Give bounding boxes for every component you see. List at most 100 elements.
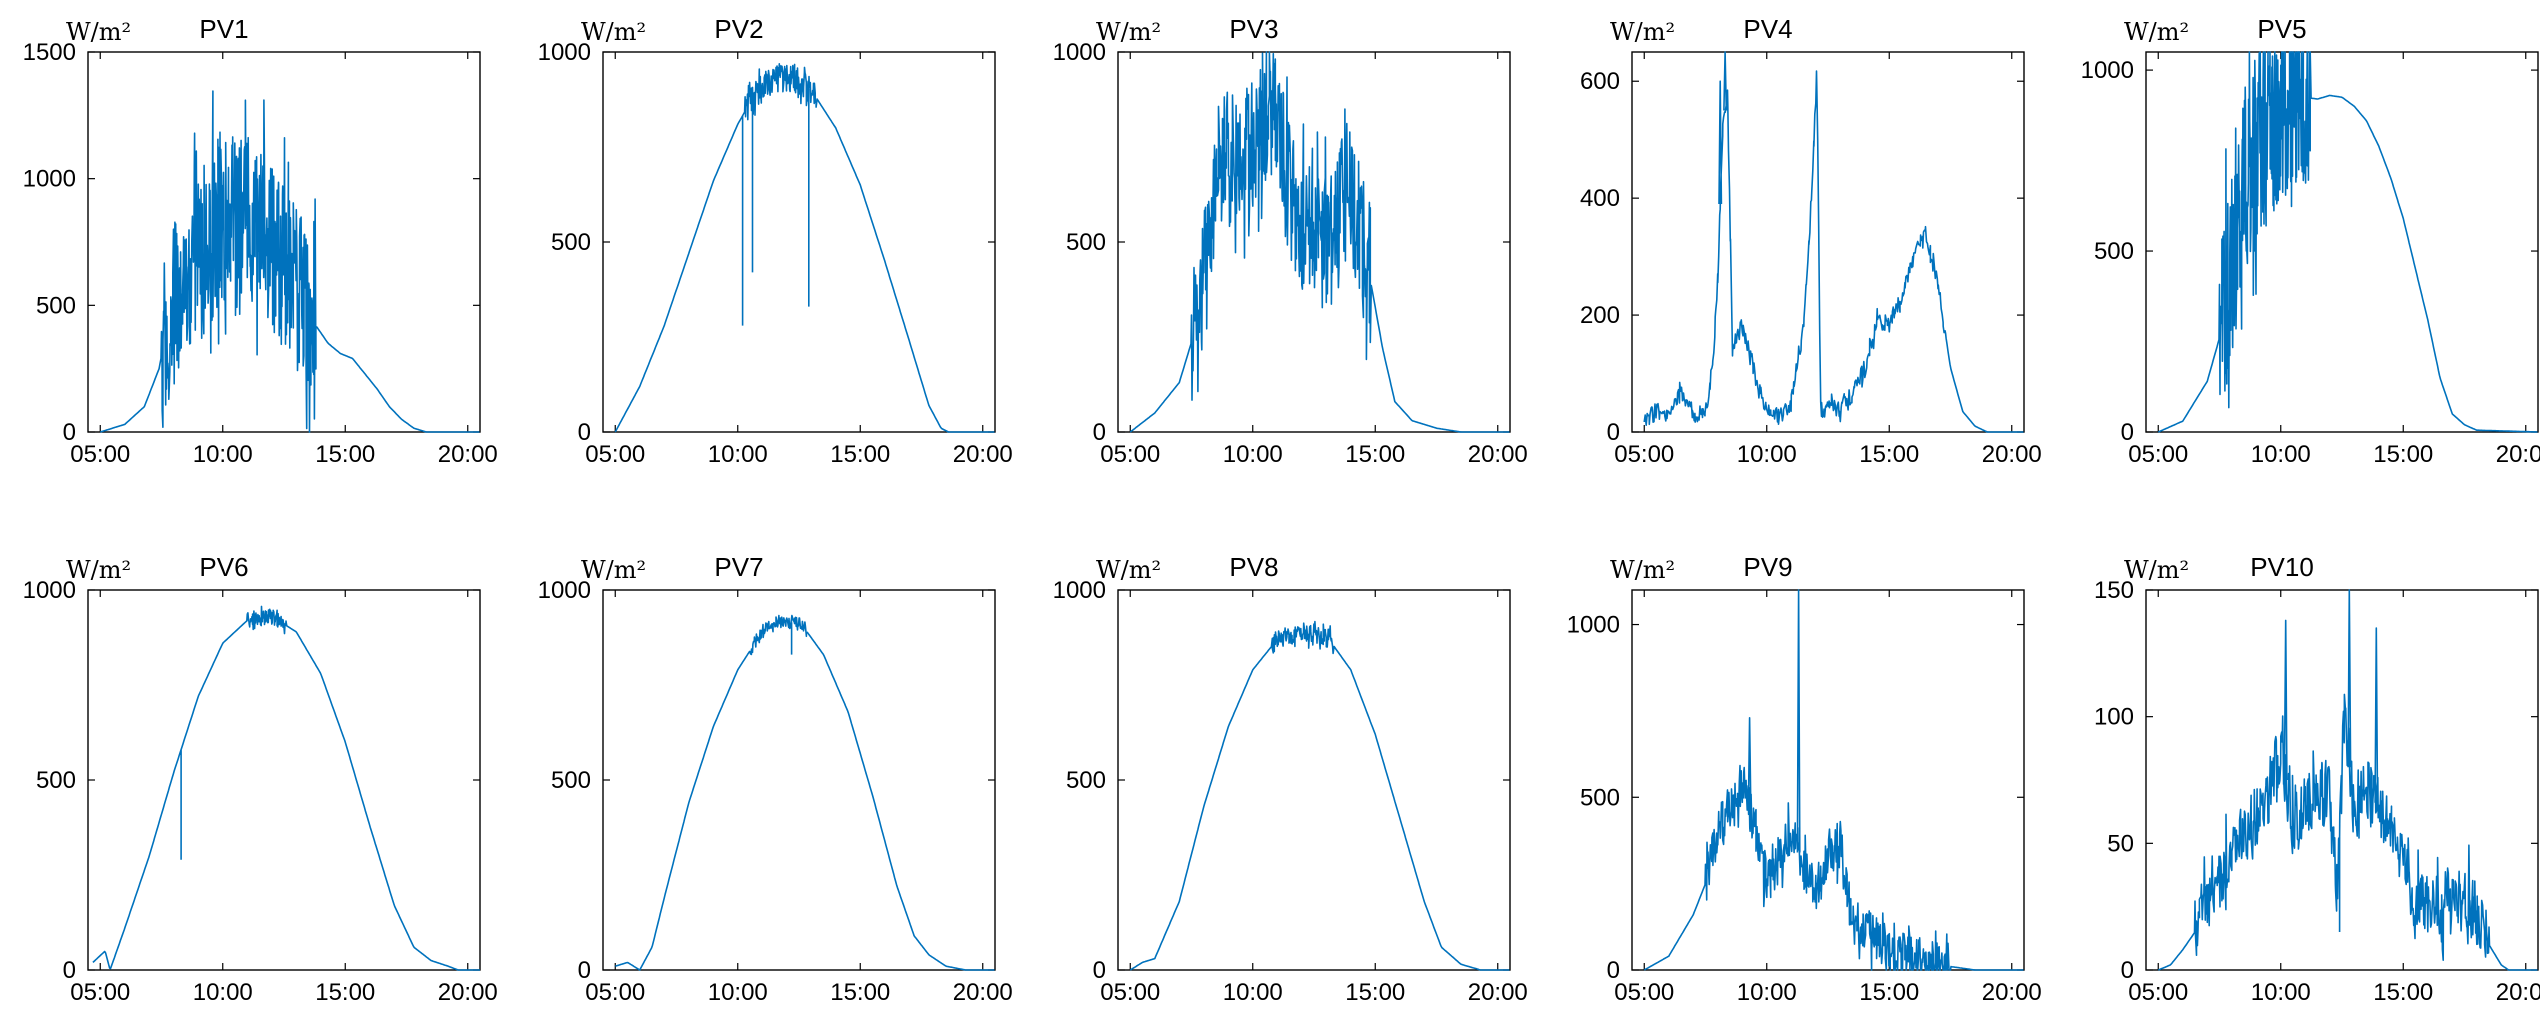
y-tick-label: 500 [551, 229, 591, 256]
y-tick-label: 500 [1066, 229, 1106, 256]
axes-box [2145, 51, 2539, 433]
series-line-pv2 [614, 63, 995, 433]
x-tick-label: 20:00 [2496, 979, 2540, 1006]
y-tick-label: 0 [2121, 957, 2134, 984]
y-tick-label: 1000 [538, 577, 591, 604]
y-tick-label: 1000 [1053, 39, 1106, 66]
x-tick-label: 15:00 [1859, 441, 1919, 468]
axes-box [87, 51, 481, 433]
x-tick-label: 20:00 [1982, 441, 2042, 468]
x-tick-label: 05:00 [2128, 441, 2188, 468]
x-tick-label: 10:00 [2251, 979, 2311, 1006]
panel-pv6: PV6 W/m² 05:00 10:00 15:00 20:00 0 500 1000 [23, 552, 498, 1006]
x-tick-label: 20:00 [1982, 979, 2042, 1006]
x-tick-label: 15:00 [2373, 441, 2433, 468]
chart-title: PV8 [1229, 552, 1278, 582]
chart-title: PV5 [2257, 14, 2306, 44]
axes-box [1631, 51, 2025, 433]
y-tick-label: 1000 [1053, 577, 1106, 604]
chart-title: PV6 [199, 552, 248, 582]
x-tick-label: 10:00 [193, 441, 253, 468]
x-tick-label: 20:00 [438, 979, 498, 1006]
y-tick-label: 50 [2107, 830, 2134, 857]
chart-title: PV4 [1743, 14, 1792, 44]
x-tick-label: 15:00 [2373, 979, 2433, 1006]
x-tick-label: 10:00 [708, 979, 768, 1006]
axes-box [1631, 589, 2025, 971]
x-tick-label: 05:00 [585, 979, 645, 1006]
x-tick-label: 20:00 [953, 979, 1013, 1006]
y-tick-label: 500 [36, 292, 76, 319]
x-tick-label: 15:00 [315, 441, 375, 468]
y-tick-label: 0 [578, 957, 591, 984]
panel-pv10: PV10 W/m² 05:00 10:00 15:00 20:00 0 50 100 150 [2094, 552, 2540, 1006]
series-line-pv7 [615, 614, 995, 971]
y-tick-label: 500 [2094, 238, 2134, 265]
series-line-pv6 [92, 605, 480, 971]
x-tick-label: 05:00 [1614, 979, 1674, 1006]
y-tick-label: 150 [2094, 577, 2134, 604]
x-tick-label: 10:00 [1737, 441, 1797, 468]
series-line-pv8 [1129, 620, 1510, 971]
y-tick-label: 500 [1580, 784, 1620, 811]
x-tick-label: 05:00 [1100, 441, 1160, 468]
x-tick-label: 20:00 [953, 441, 1013, 468]
panel-pv4: PV4 W/m² 05:00 10:00 15:00 20:00 0 200 400 600 [1580, 14, 2042, 468]
y-tick-label: 1500 [23, 39, 76, 66]
y-tick-label: 1000 [1567, 612, 1620, 639]
chart-title: PV9 [1743, 552, 1792, 582]
y-tick-label: 0 [63, 419, 76, 446]
x-tick-label: 05:00 [1100, 979, 1160, 1006]
axes-box [87, 589, 481, 971]
y-tick-label: 600 [1580, 68, 1620, 95]
y-tick-label: 1000 [23, 166, 76, 193]
y-unit-label: W/m² [66, 556, 131, 584]
chart-title: PV3 [1229, 14, 1278, 44]
y-tick-label: 200 [1580, 302, 1620, 329]
x-tick-label: 20:00 [2496, 441, 2540, 468]
y-tick-label: 500 [36, 767, 76, 794]
panel-pv2: PV2 W/m² 05:00 10:00 15:00 20:00 0 500 1000 [538, 14, 1013, 468]
y-unit-label: W/m² [2124, 18, 2189, 46]
x-tick-label: 10:00 [1223, 441, 1283, 468]
x-tick-label: 20:00 [1468, 441, 1528, 468]
x-tick-label: 20:00 [438, 441, 498, 468]
chart-title: PV2 [714, 14, 763, 44]
series-line-pv3 [1129, 51, 1510, 433]
panel-pv9: PV9 W/m² 05:00 10:00 15:00 20:00 0 500 1000 [1567, 552, 2042, 1006]
x-tick-label: 05:00 [2128, 979, 2188, 1006]
axes-box [602, 51, 996, 433]
axes-box [602, 589, 996, 971]
x-tick-label: 10:00 [1737, 979, 1797, 1006]
y-tick-label: 0 [1093, 419, 1106, 446]
x-tick-label: 05:00 [70, 441, 130, 468]
y-tick-label: 0 [2121, 419, 2134, 446]
y-unit-label: W/m² [66, 18, 131, 46]
y-tick-label: 0 [1093, 957, 1106, 984]
panel-pv3: PV3 W/m² 05:00 10:00 15:00 20:00 0 500 1000 [1053, 14, 1528, 468]
x-tick-label: 10:00 [708, 441, 768, 468]
series-line-pv5 [2157, 51, 2538, 433]
y-tick-label: 0 [578, 419, 591, 446]
axes-box [1117, 589, 1511, 971]
chart-title: PV7 [714, 552, 763, 582]
x-tick-label: 10:00 [1223, 979, 1283, 1006]
x-tick-label: 15:00 [315, 979, 375, 1006]
y-tick-label: 0 [1607, 957, 1620, 984]
chart-title: PV1 [199, 14, 248, 44]
y-tick-label: 100 [2094, 704, 2134, 731]
x-tick-label: 15:00 [830, 441, 890, 468]
y-tick-label: 400 [1580, 185, 1620, 212]
panel-pv5: PV5 W/m² 05:00 10:00 15:00 20:00 0 500 1000 [2081, 14, 2540, 468]
y-tick-label: 1000 [2081, 57, 2134, 84]
x-tick-label: 20:00 [1468, 979, 1528, 1006]
y-unit-label: W/m² [1610, 18, 1675, 46]
panel-pv8: PV8 W/m² 05:00 10:00 15:00 20:00 0 500 1000 [1053, 552, 1528, 1006]
series-line-pv4 [1643, 51, 2024, 433]
x-tick-label: 15:00 [830, 979, 890, 1006]
y-tick-label: 500 [1066, 767, 1106, 794]
y-tick-label: 1000 [538, 39, 591, 66]
y-tick-label: 0 [1607, 419, 1620, 446]
y-unit-label: W/m² [1096, 556, 1161, 584]
